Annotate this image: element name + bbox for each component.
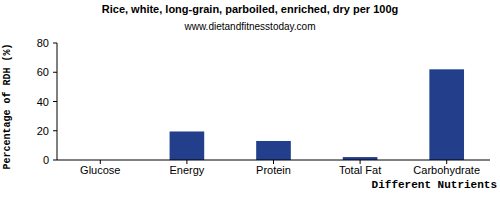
x-axis-label: Different Nutrients bbox=[372, 179, 497, 191]
y-tick bbox=[53, 43, 57, 44]
y-tick bbox=[53, 130, 57, 131]
bar bbox=[170, 131, 205, 160]
chart-svg: Rice, white, long-grain, parboiled, enri… bbox=[0, 0, 500, 200]
title: Rice, white, long-grain, parboiled, enri… bbox=[102, 3, 398, 15]
x-tick-label: Protein bbox=[256, 164, 291, 176]
bars bbox=[170, 69, 464, 160]
y-axis-label: Percentage of RDH (%) bbox=[2, 43, 13, 169]
y-tick bbox=[53, 160, 57, 161]
x-tick-label: Total Fat bbox=[339, 164, 381, 176]
bar bbox=[429, 69, 464, 160]
chart-container: Rice, white, long-grain, parboiled, enri… bbox=[0, 0, 500, 200]
x-tick-label: Glucose bbox=[80, 164, 120, 176]
x-tick-label: Energy bbox=[169, 164, 204, 176]
y-tick bbox=[53, 72, 57, 73]
subtitle: www.dietandfitnesstoday.com bbox=[184, 21, 316, 32]
y-tick-label: 60 bbox=[37, 66, 49, 78]
bar bbox=[256, 141, 291, 160]
y-tick-label: 40 bbox=[37, 96, 49, 108]
y-tick-label: 0 bbox=[43, 154, 49, 166]
y-tick bbox=[53, 101, 57, 102]
y-tick-label: 20 bbox=[37, 125, 49, 137]
y-tick-label: 80 bbox=[37, 37, 49, 49]
background bbox=[0, 0, 500, 200]
x-tick-label: Carbohydrate bbox=[413, 164, 480, 176]
